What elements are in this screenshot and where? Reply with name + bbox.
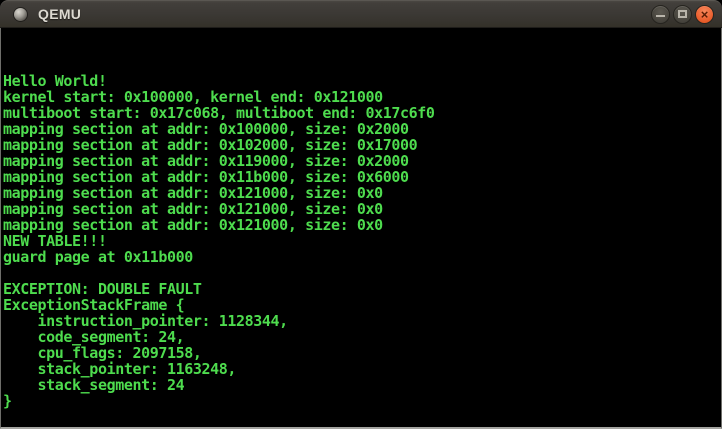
minimize-button[interactable] (651, 5, 670, 24)
terminal-line: Hello World! (3, 72, 107, 90)
terminal-line: code_segment: 24, (3, 328, 185, 346)
terminal-line: NEW TABLE!!! (3, 232, 107, 250)
minimize-icon (656, 15, 665, 17)
terminal-line: ExceptionStackFrame { (3, 296, 185, 314)
qemu-window-icon (14, 8, 27, 21)
terminal-line: multiboot start: 0x17c068, multiboot end… (3, 104, 435, 122)
terminal-line: } (3, 392, 12, 410)
terminal-line (3, 265, 721, 281)
maximize-button[interactable] (673, 5, 692, 24)
terminal-line: mapping section at addr: 0x121000, size:… (3, 184, 383, 202)
terminal-line: instruction_pointer: 1128344, (3, 312, 289, 330)
terminal-line: mapping section at addr: 0x119000, size:… (3, 152, 409, 170)
terminal-line: mapping section at addr: 0x100000, size:… (3, 120, 409, 138)
close-icon: × (700, 7, 709, 22)
terminal-line: mapping section at addr: 0x102000, size:… (3, 136, 418, 154)
terminal-line: stack_pointer: 1163248, (3, 360, 237, 378)
window-title: QEMU (38, 6, 82, 22)
terminal-line: mapping section at addr: 0x121000, size:… (3, 216, 383, 234)
maximize-icon (678, 10, 687, 18)
vga-console[interactable]: Hello World! kernel start: 0x100000, ker… (0, 28, 722, 429)
terminal-line: mapping section at addr: 0x11b000, size:… (3, 168, 409, 186)
terminal-line: guard page at 0x11b000 (3, 248, 193, 266)
titlebar[interactable]: QEMU × (0, 0, 722, 28)
terminal-line: mapping section at addr: 0x121000, size:… (3, 200, 383, 218)
terminal-line: stack_segment: 24 (3, 376, 185, 394)
terminal-line: EXCEPTION: DOUBLE FAULT (3, 280, 202, 298)
window-controls: × (651, 5, 714, 24)
terminal-line: cpu_flags: 2097158, (3, 344, 202, 362)
close-button[interactable]: × (695, 5, 714, 24)
terminal-line: kernel start: 0x100000, kernel end: 0x12… (3, 88, 383, 106)
